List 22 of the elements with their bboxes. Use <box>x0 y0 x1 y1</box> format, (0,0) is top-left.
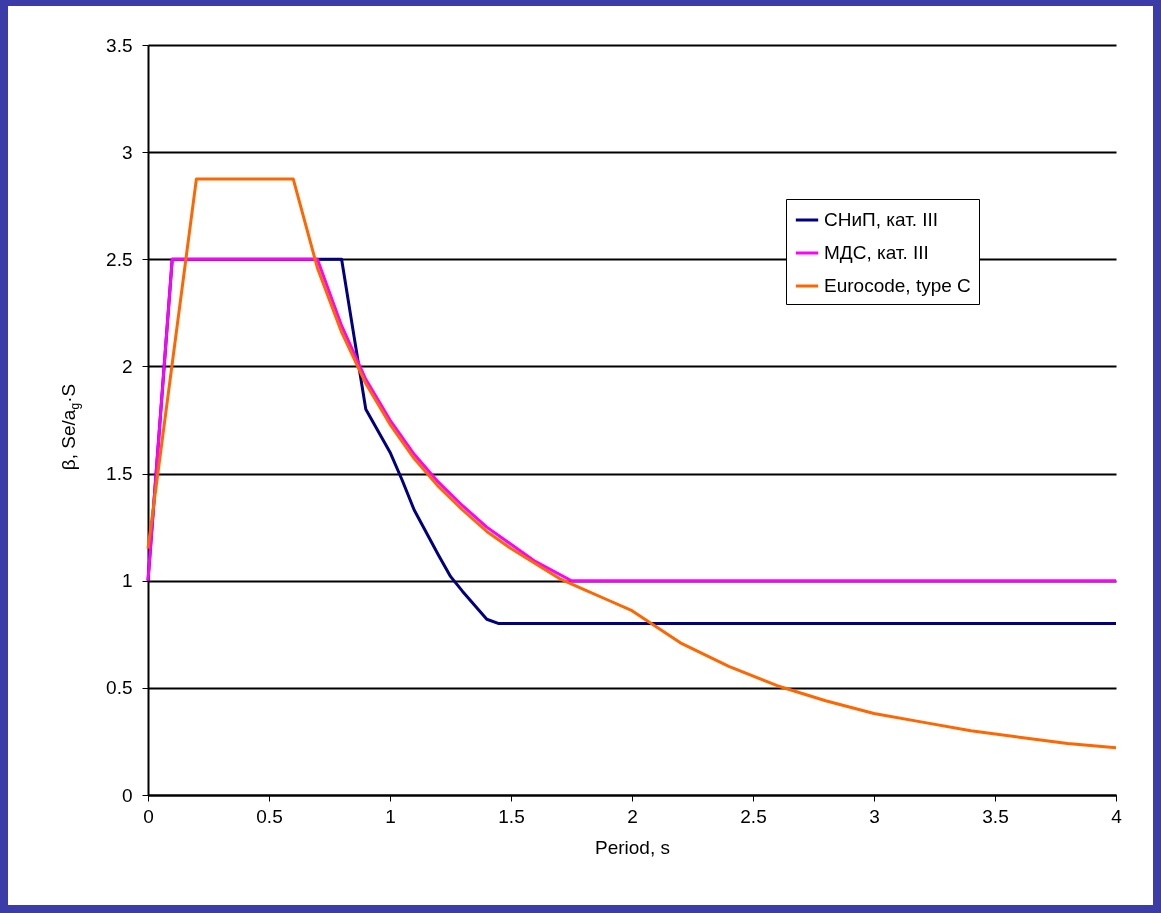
legend-label: СНиП, кат. III <box>824 209 939 230</box>
x-tick-label: 3 <box>869 805 880 827</box>
y-tick-label: 2.5 <box>106 248 133 270</box>
x-tick-label: 1.5 <box>498 805 525 827</box>
y-tick-label: 1.5 <box>106 463 133 485</box>
y-tick-label: 3.5 <box>106 34 133 56</box>
legend-label: Eurocode, type C <box>824 275 971 296</box>
x-tick-label: 0 <box>143 805 154 827</box>
y-tick-label: 3 <box>121 141 133 163</box>
x-tick-label: 1 <box>385 805 396 827</box>
x-tick-label: 2.5 <box>740 805 767 827</box>
line-series <box>146 177 1118 750</box>
y-tick-label: 1 <box>121 570 133 592</box>
x-tick-label: 2 <box>627 805 638 827</box>
x-axis-title: Period, s <box>595 836 670 858</box>
y-tick-label: 0 <box>121 784 133 806</box>
x-tick-label: 3.5 <box>982 805 1009 827</box>
x-tick-label: 4 <box>1111 805 1123 827</box>
y-tick-label: 2 <box>121 355 133 377</box>
x-tick-label: 0.5 <box>256 805 283 827</box>
legend-label: МДС, кат. III <box>824 242 929 263</box>
y-tick-label: 0.5 <box>106 677 133 699</box>
